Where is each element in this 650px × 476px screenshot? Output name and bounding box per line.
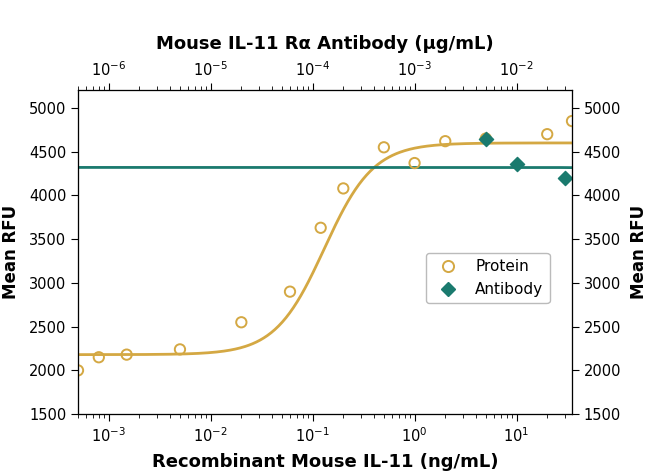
Point — [440, 138, 450, 145]
Point — [236, 318, 246, 326]
Point — [175, 346, 185, 353]
X-axis label: Mouse IL-11 Rα Antibody (μg/mL): Mouse IL-11 Rα Antibody (μg/mL) — [156, 35, 494, 53]
Point — [379, 143, 389, 151]
Point — [338, 185, 348, 192]
Point — [542, 130, 552, 138]
Legend: Protein, Antibody: Protein, Antibody — [426, 253, 549, 303]
Point — [94, 354, 104, 361]
Point — [631, 196, 642, 204]
Point — [73, 367, 83, 374]
Point — [285, 288, 295, 296]
Point — [560, 174, 570, 182]
Y-axis label: Mean RFU: Mean RFU — [3, 205, 20, 299]
Point — [480, 136, 491, 143]
Point — [512, 160, 522, 168]
Y-axis label: Mean RFU: Mean RFU — [630, 205, 647, 299]
Point — [567, 117, 577, 125]
X-axis label: Recombinant Mouse IL-11 (ng/mL): Recombinant Mouse IL-11 (ng/mL) — [151, 453, 499, 471]
Point — [410, 159, 420, 167]
Point — [315, 224, 326, 232]
Point — [480, 135, 491, 142]
Point — [122, 351, 132, 358]
Point — [603, 183, 614, 190]
